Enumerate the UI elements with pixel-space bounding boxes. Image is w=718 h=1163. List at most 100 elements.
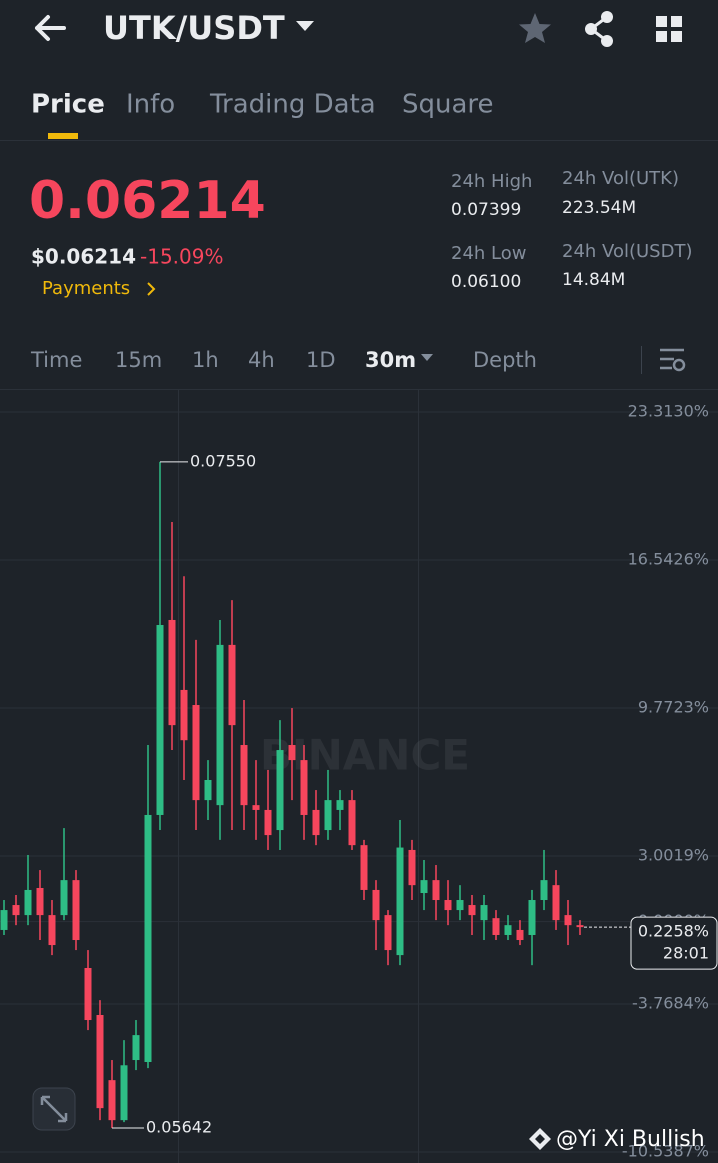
candle-body: [516, 929, 524, 941]
tab[interactable]: Info: [126, 90, 175, 120]
credit: @Yi Xi Bullish: [556, 1127, 705, 1152]
tab[interactable]: Trading Data: [209, 90, 376, 120]
candle-body: [396, 847, 404, 956]
tab[interactable]: Price: [31, 90, 105, 120]
stat-label: 24h Vol(UTK): [562, 168, 679, 189]
grid-cell[interactable]: [671, 16, 682, 27]
candle-body: [384, 915, 392, 951]
candle-body: [132, 1035, 140, 1061]
back-button[interactable]: [35, 15, 66, 41]
back-arrow[interactable]: [35, 15, 66, 41]
candle-body: [360, 845, 368, 890]
candle-body: [348, 800, 356, 846]
interval[interactable]: 1D: [306, 348, 336, 372]
candle-body: [12, 905, 20, 916]
candle-body: [288, 745, 296, 761]
candle-body: [228, 644, 236, 726]
grid-menu[interactable]: [656, 16, 682, 42]
interval[interactable]: Time: [30, 348, 82, 372]
candle-body: [444, 900, 452, 911]
last-price: 0.06214: [29, 171, 266, 231]
interval[interactable]: 4h: [248, 348, 275, 372]
candle-body: [420, 880, 428, 894]
interval-dropdown[interactable]: [421, 354, 433, 361]
settings-lines[interactable]: [660, 348, 684, 370]
candle-body: [96, 1015, 104, 1109]
y-tick-label: 23.3130%: [628, 402, 709, 421]
payments-chevron[interactable]: [147, 282, 156, 296]
high-label: 0.07550: [190, 451, 256, 470]
candle-body: [192, 705, 200, 801]
interval-selected[interactable]: 30m: [365, 348, 416, 372]
pair-title[interactable]: UTK/USDT: [103, 9, 285, 47]
y-tick-label: 9.7723%: [638, 698, 709, 717]
expand-button[interactable]: [32, 1087, 76, 1131]
share-button[interactable]: [585, 11, 613, 47]
candle-body: [504, 925, 512, 935]
stat-value: 223.54M: [562, 198, 636, 218]
last-price-label: 0.2258%: [638, 922, 709, 941]
chart-settings[interactable]: [660, 348, 686, 372]
y-tick-label: -10.5387%: [622, 1142, 709, 1161]
candle-body: [216, 644, 224, 806]
candle-body: [528, 900, 536, 935]
stat-label: 24h High: [451, 171, 532, 192]
credit-logo: [529, 1128, 551, 1150]
candle-body: [168, 619, 176, 726]
usd-price: $0.06214: [31, 245, 136, 269]
candle-body: [492, 918, 500, 935]
stat-value: 14.84M: [562, 270, 625, 290]
candle-body: [264, 809, 272, 836]
candle-body: [60, 880, 68, 916]
stat-value: 0.06100: [451, 272, 521, 292]
grid-cell[interactable]: [671, 31, 682, 42]
low-label: 0.05642: [146, 1118, 212, 1137]
expand-icon[interactable]: [40, 1095, 68, 1123]
candle-body: [456, 900, 464, 911]
stat-label: 24h Vol(USDT): [562, 241, 692, 262]
candle-body: [108, 1080, 116, 1121]
candle-body: [0, 910, 8, 930]
candle-body: [36, 887, 44, 916]
candle-body: [312, 809, 320, 836]
candle-body: [144, 814, 152, 1063]
settings-gear[interactable]: [672, 358, 686, 372]
candle-body: [180, 689, 188, 741]
candle-body: [408, 849, 416, 886]
candle-body: [324, 800, 332, 831]
candle-body: [120, 1065, 128, 1121]
stat-label: 24h Low: [451, 243, 526, 264]
price-change: -15.09%: [140, 245, 223, 269]
chart: BINANCE 23.3130%16.5426%9.7723%3.0019%0.…: [0, 390, 718, 1163]
candle-body: [336, 800, 344, 810]
candle-body: [240, 745, 248, 806]
interval[interactable]: 15m: [115, 348, 162, 372]
candle-body: [252, 805, 260, 810]
y-tick-label: 3.0019%: [638, 846, 709, 865]
candle-body: [576, 925, 584, 928]
candle-body: [372, 889, 380, 921]
pair-dropdown[interactable]: [296, 21, 314, 31]
candle-body: [276, 750, 284, 831]
candle-body: [24, 889, 32, 916]
favorite-star[interactable]: [519, 13, 551, 43]
candle-body: [552, 885, 560, 921]
grid-cell[interactable]: [656, 31, 667, 42]
candle-body: [468, 905, 476, 916]
y-tick-label: -3.7684%: [632, 994, 709, 1013]
candle-body: [432, 880, 440, 901]
y-tick-label: 16.5426%: [628, 550, 709, 569]
share-lines[interactable]: [588, 15, 608, 43]
tab[interactable]: Square: [402, 90, 494, 120]
grid-cell[interactable]: [656, 16, 667, 27]
candle-body: [48, 915, 56, 946]
candle-body: [300, 760, 308, 815]
candle-body: [84, 968, 92, 1021]
payments-link[interactable]: Payments: [42, 278, 130, 299]
interval[interactable]: Depth: [473, 348, 537, 372]
candle-body: [72, 880, 80, 941]
interval[interactable]: 1h: [192, 348, 219, 372]
